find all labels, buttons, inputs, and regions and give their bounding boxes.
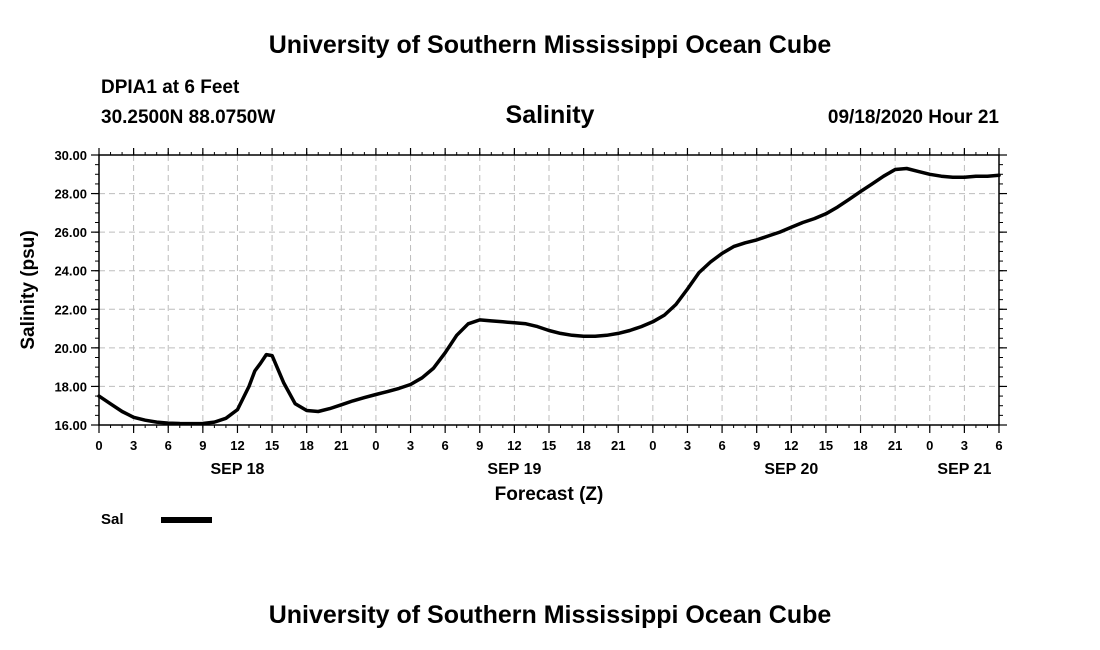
x-tick-label: 6 bbox=[442, 438, 449, 453]
y-tick-label: 20.00 bbox=[54, 341, 87, 356]
station-label: DPIA1 at 6 Feet bbox=[101, 77, 240, 98]
x-tick-label: 3 bbox=[961, 438, 968, 453]
x-tick-label: 0 bbox=[95, 438, 102, 453]
date-label: SEP 21 bbox=[937, 461, 991, 478]
x-tick-label: 6 bbox=[165, 438, 172, 453]
y-tick-label: 30.00 bbox=[54, 148, 87, 163]
x-tick-label: 0 bbox=[926, 438, 933, 453]
station-coords: 30.2500N 88.0750W bbox=[101, 107, 276, 128]
chart-title: Salinity bbox=[505, 101, 595, 129]
x-tick-label: 21 bbox=[334, 438, 348, 453]
x-tick-label: 12 bbox=[507, 438, 521, 453]
date-label: SEP 20 bbox=[764, 461, 818, 478]
y-tick-label: 16.00 bbox=[54, 418, 87, 433]
x-tick-label: 0 bbox=[372, 438, 379, 453]
x-tick-label: 18 bbox=[853, 438, 867, 453]
y-tick-label: 18.00 bbox=[54, 379, 87, 394]
y-tick-label: 26.00 bbox=[54, 225, 87, 240]
x-tick-label: 12 bbox=[230, 438, 244, 453]
x-tick-label: 9 bbox=[199, 438, 206, 453]
top-title: University of Southern Mississippi Ocean… bbox=[268, 31, 832, 59]
x-tick-label: 15 bbox=[265, 438, 279, 453]
x-tick-label: 6 bbox=[718, 438, 725, 453]
date-label: SEP 19 bbox=[487, 461, 541, 478]
x-tick-label: 3 bbox=[130, 438, 137, 453]
legend-label: Sal bbox=[101, 511, 124, 528]
x-tick-label: 15 bbox=[819, 438, 833, 453]
x-tick-label: 18 bbox=[576, 438, 590, 453]
y-tick-label: 28.00 bbox=[54, 187, 87, 202]
x-tick-label: 12 bbox=[784, 438, 798, 453]
x-tick-label: 21 bbox=[611, 438, 625, 453]
x-tick-label: 3 bbox=[684, 438, 691, 453]
bottom-title: University of Southern Mississippi Ocean… bbox=[268, 601, 832, 629]
x-tick-label: 9 bbox=[753, 438, 760, 453]
x-tick-label: 18 bbox=[299, 438, 313, 453]
x-tick-label: 6 bbox=[995, 438, 1002, 453]
x-axis-title: Forecast (Z) bbox=[495, 484, 604, 505]
x-tick-label: 9 bbox=[476, 438, 483, 453]
x-tick-label: 21 bbox=[888, 438, 902, 453]
y-tick-label: 22.00 bbox=[54, 302, 87, 317]
salinity-series-line bbox=[97, 166, 1001, 426]
forecast-timestamp: 09/18/2020 Hour 21 bbox=[827, 107, 999, 128]
y-tick-label: 24.00 bbox=[54, 264, 87, 279]
x-tick-label: 15 bbox=[542, 438, 556, 453]
date-label: SEP 18 bbox=[210, 461, 264, 478]
x-tick-label: 0 bbox=[649, 438, 656, 453]
x-tick-label: 3 bbox=[407, 438, 414, 453]
y-axis-title: Salinity (psu) bbox=[18, 230, 39, 349]
